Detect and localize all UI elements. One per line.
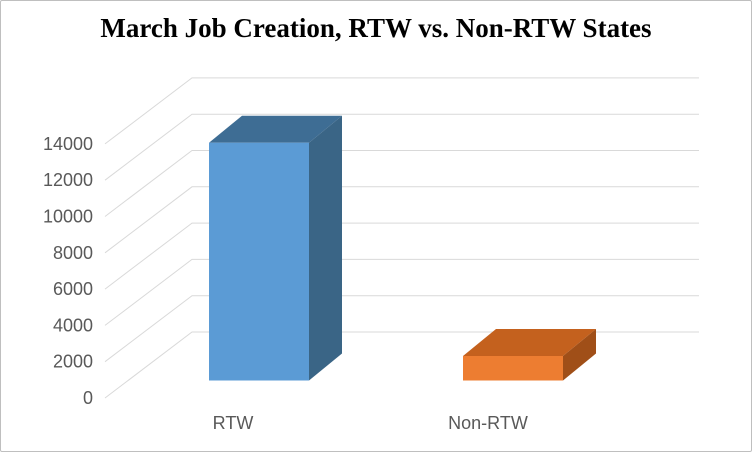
gridline [104,331,699,399]
y-axis-tick-label: 10000 [43,207,93,227]
y-axis-tick-label: 4000 [53,315,93,335]
gridline [104,295,699,363]
bars-layer [209,115,596,381]
gridline [104,77,699,145]
y-axis-tick-label: 12000 [43,170,93,190]
y-axis-tick-label: 6000 [53,279,93,299]
bar-rtw [209,142,309,381]
x-axis-category-label-rtw: RTW [213,413,254,433]
bar-non-rtw [463,355,563,381]
y-axis-tick-label: 8000 [53,243,93,263]
gridline [104,222,699,290]
gridline [104,113,699,181]
gridlines-layer [104,77,699,399]
axis-labels-layer: 0 2000 4000 6000 8000 10000 12000 14000 RTW Non-R… [43,134,528,433]
bar-top-face-non-rtw [463,328,596,356]
gridline [104,150,699,217]
bar-side-face-non-rtw [563,328,596,381]
y-axis-tick-label: 0 [83,388,93,408]
gridline [104,186,699,254]
bar-top-face-rtw [209,115,342,143]
y-axis-tick-label: 2000 [53,352,93,372]
bar-side-face-rtw [309,115,342,381]
gridline [104,258,699,326]
x-axis-category-label-non-rtw: Non-RTW [448,413,528,433]
y-axis-tick-label: 14000 [43,134,93,154]
chart-title: March Job Creation, RTW vs. Non-RTW Stat… [100,13,652,43]
